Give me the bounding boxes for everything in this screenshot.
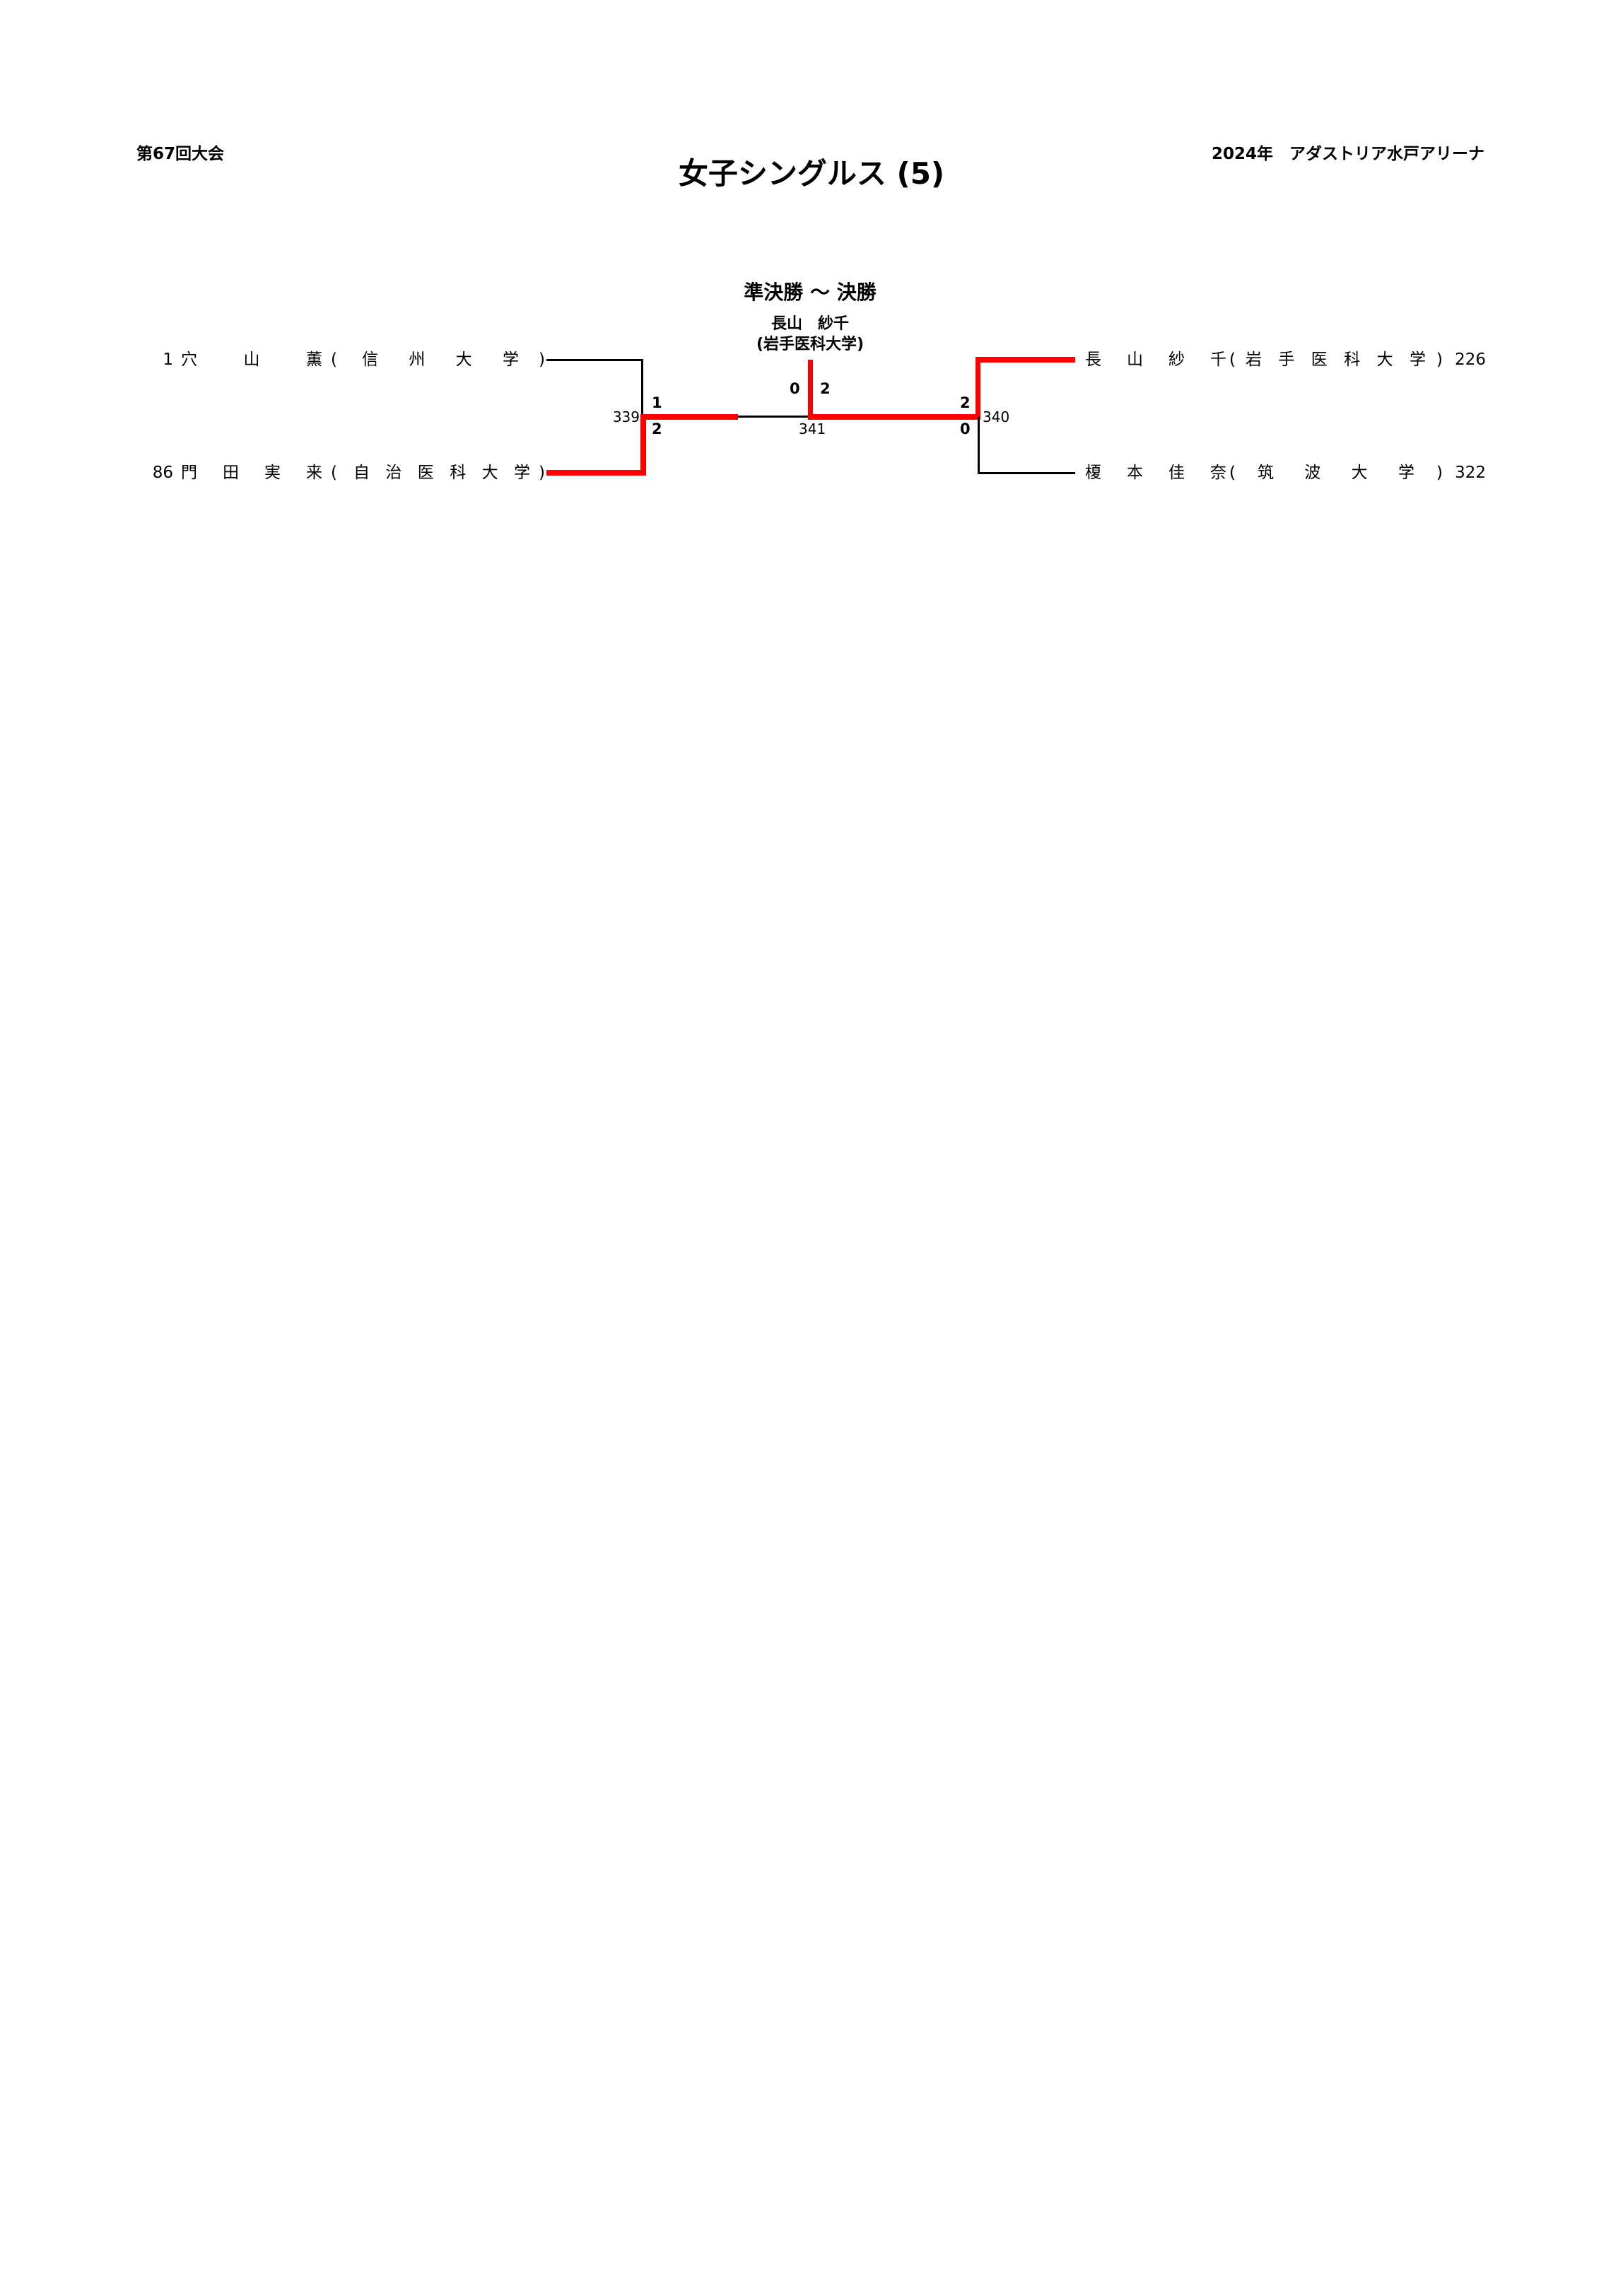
match-id: 340 [983, 408, 1010, 425]
score: 0 [960, 420, 971, 437]
paren-open: ( [331, 464, 337, 482]
bracket-line [978, 472, 1075, 474]
champion-school: (岩手医科大学) [756, 336, 865, 353]
bracket-line [546, 359, 643, 361]
score: 2 [960, 394, 971, 411]
bracket-line [641, 359, 643, 417]
paren-close: ) [1436, 351, 1443, 369]
winner-line [546, 470, 646, 476]
paren-close: ) [539, 351, 545, 369]
player-school: 信 州 大 学 [362, 351, 519, 369]
match-id: 339 [612, 408, 640, 425]
player-name: 穴 山 薫 [181, 351, 322, 369]
winner-line [975, 357, 980, 420]
player-school: 自 治 医 科 大 学 [353, 464, 530, 482]
bracket-line [978, 417, 980, 473]
paren-open: ( [1229, 464, 1236, 482]
winner-line [808, 360, 813, 420]
player-row: 榎 本 佳 奈 ( 筑 波 大 学 ) 322 [1079, 462, 1486, 483]
paren-open: ( [1229, 351, 1236, 369]
paren-close: ) [539, 464, 545, 482]
winner-line [640, 414, 646, 476]
player-seed: 86 [152, 464, 173, 482]
player-seed: 1 [163, 351, 173, 369]
player-seed: 322 [1455, 464, 1486, 482]
player-seed: 226 [1455, 351, 1486, 369]
player-name: 長 山 紗 千 [1085, 351, 1226, 369]
winner-line [640, 414, 738, 420]
player-row: 1 穴 山 薫 ( 信 州 大 学 ) [141, 349, 551, 370]
paren-open: ( [331, 351, 337, 369]
score: 0 [790, 380, 800, 397]
match-id: 341 [799, 420, 826, 437]
player-name: 榎 本 佳 奈 [1085, 464, 1226, 482]
tournament-label: 第67回大会 [136, 145, 225, 163]
score: 2 [652, 420, 662, 437]
player-row: 長 山 紗 千 ( 岩 手 医 科 大 学 ) 226 [1079, 349, 1486, 370]
player-row: 86 門 田 実 来 ( 自 治 医 科 大 学 ) [141, 462, 551, 483]
bracket-line [738, 416, 810, 418]
player-school: 筑 波 大 学 [1258, 464, 1414, 482]
player-school: 岩 手 医 科 大 学 [1246, 351, 1426, 369]
winner-line [975, 357, 1075, 363]
champion-name: 長山 紗千 [771, 315, 849, 333]
round-label: 準決勝 ～ 決勝 [744, 281, 877, 304]
winner-line [808, 414, 980, 420]
page-title: 女子シングルス (5) [678, 156, 945, 191]
venue-label: 2024年 アダストリア水戸アリーナ [1211, 145, 1484, 163]
paren-close: ) [1436, 464, 1443, 482]
score: 1 [652, 394, 662, 411]
score: 2 [820, 380, 831, 397]
player-name: 門 田 実 来 [181, 464, 322, 482]
